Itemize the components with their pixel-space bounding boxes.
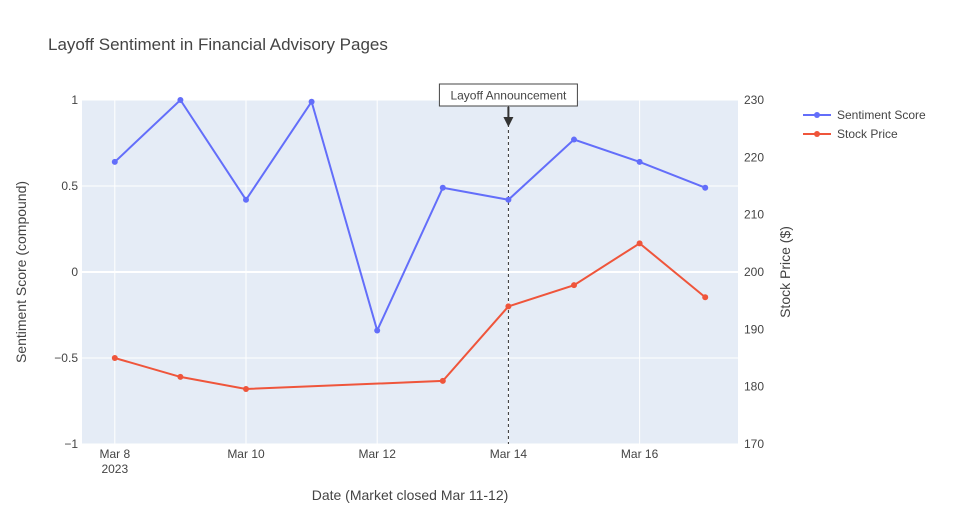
chart-title: Layoff Sentiment in Financial Advisory P… [48,35,388,54]
series-point-sentiment-score [702,184,709,191]
legend-marker [814,131,820,137]
series-point-stock-price [177,373,184,380]
x-tick-label: Mar 10 [227,447,265,461]
y2-axis-title: Stock Price ($) [777,226,793,318]
y2-tick-label: 180 [744,380,764,394]
series-point-sentiment-score [374,327,381,334]
series-point-stock-price [505,303,512,310]
y-tick-label: 0 [71,265,78,279]
grid-layer [82,99,738,445]
x-axis-title: Date (Market closed Mar 11-12) [312,487,509,503]
annotation-box [438,83,578,107]
y2-tick-label: 170 [744,437,764,451]
series-point-stock-price [636,240,643,247]
annotation-layer: Layoff Announcement [438,83,578,444]
annotation-arrow [503,117,514,127]
series-point-sentiment-score [439,184,446,191]
series-layer [111,97,709,392]
series-line-sentiment-score [114,98,706,334]
y-axis-title: Sentiment Score (compound) [13,181,29,363]
series-point-sentiment-score [308,98,315,105]
y2-tick-label: 190 [744,322,764,336]
series-point-sentiment-score [243,196,249,203]
series-point-stock-price [243,385,249,392]
legend-label: Stock Price [837,127,898,141]
x-tick-label: Mar 8 [99,447,130,461]
axis-layer: −1 −0.5 0 0.5 1 170 180 190 200 210 220 230 Mar 8202… [54,93,764,476]
y2-tick-label: 230 [744,93,764,107]
x-tick-year-label: 2023 [101,462,128,476]
series-point-stock-price [571,282,577,289]
series-point-sentiment-score [636,158,643,165]
series-point-sentiment-score [177,97,184,103]
series-point-sentiment-score [505,196,512,203]
y2-tick-label: 220 [744,150,764,164]
y-tick-label: 0.5 [61,179,78,193]
y-tick-label: −1 [64,437,78,451]
x-tick-label: Mar 14 [490,447,528,461]
annotation-label: Layoff Announcement [450,89,567,103]
y-tick-label: −0.5 [54,351,78,365]
y2-tick-label: 200 [744,265,764,279]
series-point-stock-price [111,355,118,361]
legend-marker [814,112,820,118]
y-tick-label: 1 [71,93,78,107]
series-point-stock-price [439,377,446,384]
series-point-sentiment-score [571,136,577,143]
x-tick-label: Mar 12 [359,447,397,461]
legend-label: Sentiment Score [837,108,926,122]
y2-tick-label: 210 [744,208,764,222]
x-tick-label: Mar 16 [621,447,659,461]
series-line-stock-price [114,242,706,390]
legend[interactable]: Sentiment Score Stock Price [803,108,926,141]
series-point-stock-price [702,294,709,301]
series-point-sentiment-score [111,158,118,165]
